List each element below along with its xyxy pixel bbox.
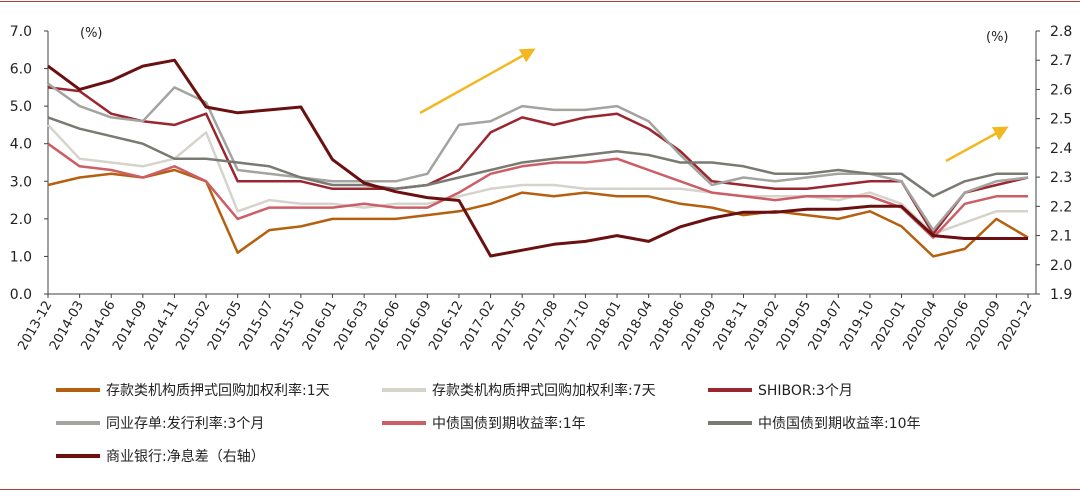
- legend-label: 中债国债到期收益率:10年: [758, 416, 921, 432]
- right-tick-label: 2.6: [1050, 82, 1072, 98]
- left-tick-label: 6.0: [10, 62, 32, 78]
- top-border: [0, 1, 1080, 2]
- right-tick-label: 2.8: [1050, 24, 1072, 40]
- legend-item: 中债国债到期收益率:10年: [708, 413, 921, 433]
- legend-item: 中债国债到期收益率:1年: [382, 413, 586, 433]
- series-line: [47, 86, 1029, 236]
- trend-arrow: [419, 48, 536, 115]
- right-tick-label: 2.2: [1050, 199, 1072, 215]
- line-chart: 0.0 1.0 2.0 3.0 4.0 5.0 6.0 7.0 1.9 2.0 2.1 2.2 2.3 2…: [10, 24, 1073, 353]
- legend-label: 存款类机构质押式回购加权利率:1天: [106, 383, 330, 399]
- legend-label: 存款类机构质押式回购加权利率:7天: [432, 383, 656, 399]
- series-line: [47, 58, 1028, 258]
- legend-item: 存款类机构质押式回购加权利率:1天: [56, 380, 330, 400]
- left-tick-label: 3.0: [10, 174, 32, 190]
- legend-swatch: [56, 421, 100, 425]
- right-tick-label: 2.3: [1050, 170, 1072, 186]
- legend-item: 同业存单:发行利率:3个月: [56, 413, 264, 433]
- bottom-border: [0, 489, 1080, 490]
- left-tick-label: 4.0: [10, 137, 32, 153]
- left-tick-label: 0.0: [10, 287, 32, 303]
- legend-swatch: [56, 388, 100, 392]
- series-line: [47, 142, 1028, 239]
- right-tick-label: 2.7: [1050, 53, 1072, 69]
- series-line: [47, 82, 1029, 232]
- legend-swatch: [708, 421, 752, 425]
- left-tick-label: 1.0: [10, 249, 32, 265]
- right-tick-label: 2.0: [1050, 258, 1072, 274]
- legend-swatch: [56, 454, 100, 458]
- legend-swatch: [382, 421, 426, 425]
- left-tick-label: 7.0: [10, 24, 32, 40]
- legend-item: 商业银行:净息差（右轴）: [56, 446, 265, 466]
- left-tick-label: 5.0: [10, 99, 32, 115]
- left-tick-label: 2.0: [10, 212, 32, 228]
- legend-label: SHIBOR:3个月: [758, 383, 853, 399]
- right-tick-label: 2.4: [1050, 141, 1072, 157]
- series-line: [47, 168, 1029, 258]
- right-tick-label: 1.9: [1050, 287, 1072, 303]
- legend-label: 商业银行:净息差（右轴）: [106, 449, 265, 465]
- legend-item: SHIBOR:3个月: [708, 380, 853, 400]
- legend-item: 存款类机构质押式回购加权利率:7天: [382, 380, 656, 400]
- left-axis-unit: (%): [80, 26, 103, 41]
- right-tick-label: 2.1: [1050, 229, 1072, 245]
- legend-label: 中债国债到期收益率:1年: [432, 416, 586, 432]
- legend-swatch: [382, 388, 426, 392]
- legend-swatch: [708, 388, 752, 392]
- right-axis-unit: (%): [986, 30, 1009, 45]
- series-line: [47, 124, 1028, 236]
- trend-arrow: [945, 126, 1009, 163]
- right-tick-label: 2.5: [1050, 112, 1072, 128]
- legend-label: 同业存单:发行利率:3个月: [106, 416, 265, 432]
- series-line: [47, 116, 1028, 198]
